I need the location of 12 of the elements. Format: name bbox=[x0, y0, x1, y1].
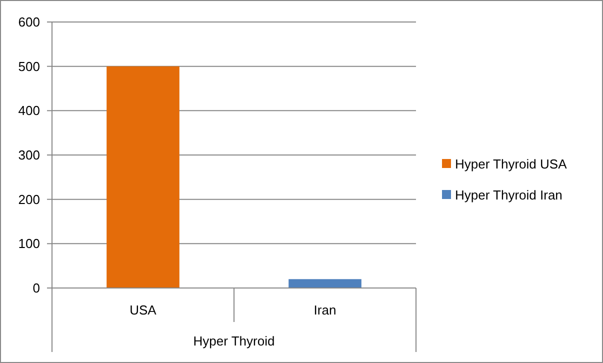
x-axis-title: Hyper Thyroid bbox=[193, 334, 275, 349]
legend-label: Hyper Thyroid Iran bbox=[455, 188, 562, 203]
y-tick-label: 100 bbox=[18, 236, 40, 252]
legend-label: Hyper Thyroid USA bbox=[455, 156, 568, 172]
y-tick-label: 200 bbox=[18, 192, 40, 207]
y-tick-label: 500 bbox=[18, 58, 40, 74]
x-tick-label: USA bbox=[130, 302, 157, 318]
y-tick-label: 0 bbox=[32, 280, 40, 296]
y-tick-label: 300 bbox=[18, 148, 40, 163]
y-tick-label: 400 bbox=[18, 103, 40, 118]
y-tick-label: 600 bbox=[18, 14, 40, 30]
x-tick-label: Iran bbox=[314, 302, 336, 318]
